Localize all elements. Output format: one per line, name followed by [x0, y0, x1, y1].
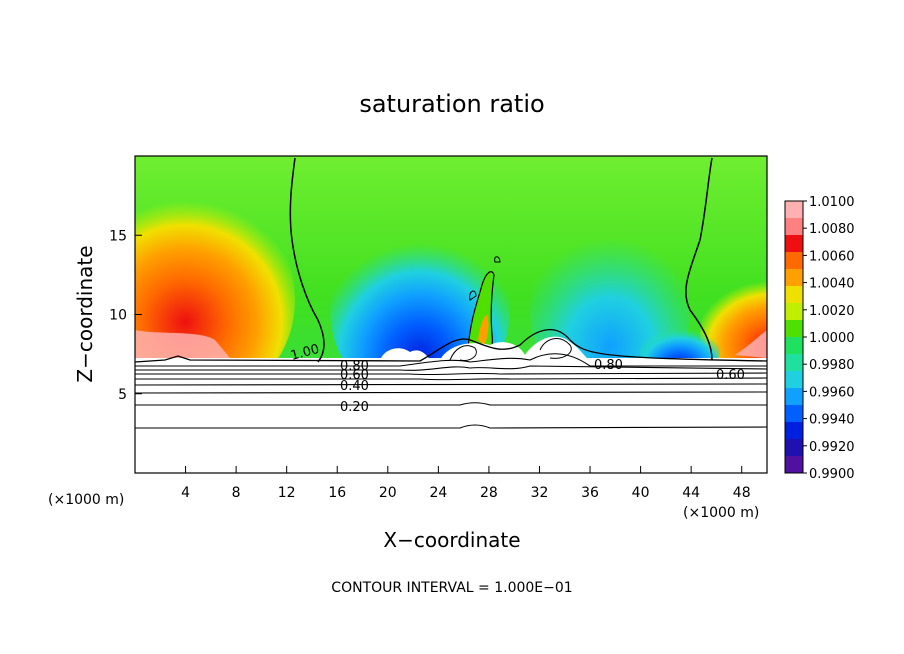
y-tick-label-10: 10	[109, 308, 127, 324]
colorbar-labels: 1.0100 1.0080 1.0060 1.0040 1.0020 1.0000 0.99…	[803, 195, 855, 482]
colorbar-swatch-15	[785, 456, 803, 474]
colorbar-label-3: 1.0040	[809, 277, 855, 292]
field-white-spot-left	[380, 348, 430, 360]
field-pink-right	[735, 330, 767, 358]
x-tick-label-36: 36	[581, 485, 599, 501]
x-tick-label-24: 24	[429, 485, 447, 501]
x-tick-label-40: 40	[632, 485, 650, 501]
colorbar-swatch-10	[785, 371, 803, 389]
colorbar-swatch-9	[785, 354, 803, 372]
colorbar-label-7: 0.9960	[809, 385, 855, 400]
x-tick-label-28: 28	[480, 485, 498, 501]
colorbar-label-6: 0.9980	[809, 358, 855, 373]
colorbar	[784, 200, 804, 474]
colorbar-label-5: 1.0000	[809, 331, 855, 346]
colorbar-swatch-1	[785, 218, 803, 236]
contour-label-3: 0.60	[340, 368, 369, 383]
chart-title: saturation ratio	[359, 90, 544, 118]
contour-label-4: 0.40	[340, 379, 369, 394]
colorbar-swatch-5	[785, 286, 803, 304]
colorbar-label-9: 0.9920	[809, 440, 855, 455]
colorbar-label-10: 0.9900	[809, 467, 855, 482]
x-tick-label-20: 20	[379, 485, 397, 501]
colorbar-swatch-14	[785, 439, 803, 457]
colorbar-swatch-12	[785, 405, 803, 423]
colorbar-swatch-4	[785, 269, 803, 287]
x-axis-unit-right: (×1000 m)	[683, 505, 759, 521]
colorbar-label-4: 1.0020	[809, 304, 855, 319]
colorbar-label-8: 0.9940	[809, 413, 855, 428]
x-axis-label: X−coordinate	[383, 528, 520, 552]
y-axis-ticks: 5 10 15	[109, 228, 142, 403]
colorbar-label-2: 1.0060	[809, 249, 855, 264]
colorbar-swatch-6	[785, 303, 803, 321]
colorbar-swatch-0	[785, 201, 803, 219]
contour-label-2: 0.80	[340, 359, 369, 374]
x-axis-unit-left: (×1000 m)	[48, 492, 124, 508]
y-axis-label: Z−coordinate	[73, 245, 97, 382]
y-tick-label-5: 5	[118, 387, 127, 403]
heatmap-field	[135, 156, 767, 473]
x-tick-label-12: 12	[278, 485, 296, 501]
field-pink-left	[135, 330, 230, 358]
x-axis-ticks: 4 8 12 16 20 24 28 32 36 40 44 48	[181, 466, 751, 501]
colorbar-label-1: 1.0080	[809, 222, 855, 237]
contour-label-1: 1.00	[289, 342, 321, 364]
colorbar-swatch-2	[785, 235, 803, 253]
field-yellow-core	[478, 315, 489, 345]
contour-label-7: 0.60	[716, 368, 745, 383]
y-tick-label-15: 15	[109, 228, 127, 244]
colorbar-swatch-11	[785, 388, 803, 406]
contour-label-6: 0.80	[594, 358, 623, 373]
colorbar-swatch-13	[785, 422, 803, 440]
x-tick-label-44: 44	[682, 485, 700, 501]
colorbar-label-0: 1.0100	[809, 195, 855, 210]
colorbar-swatch-7	[785, 320, 803, 338]
x-tick-label-4: 4	[181, 485, 190, 501]
x-tick-label-8: 8	[232, 485, 241, 501]
x-tick-label-16: 16	[328, 485, 346, 501]
colorbar-swatch-8	[785, 337, 803, 355]
contour-interval-note: CONTOUR INTERVAL = 1.000E−01	[331, 580, 572, 596]
field-low-layer	[135, 358, 767, 473]
colorbar-swatch-3	[785, 252, 803, 270]
x-tick-label-32: 32	[531, 485, 549, 501]
contour-label-5: 0.20	[340, 400, 369, 415]
x-tick-label-48: 48	[733, 485, 751, 501]
contour-lines	[135, 157, 767, 429]
